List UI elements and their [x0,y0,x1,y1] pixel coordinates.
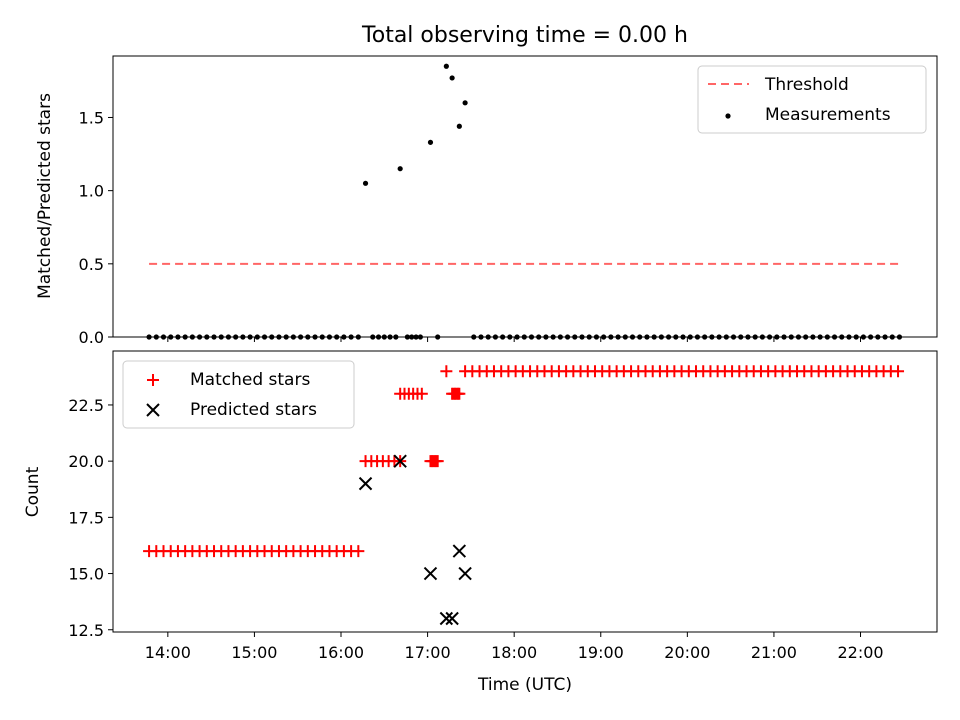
matched-star-marker [453,387,466,400]
legend-measurements-label: Measurements [765,105,891,125]
top-y-axis-label: Matched/Predicted stars [35,93,55,299]
top-y-tick-label: 0.5 [79,255,104,274]
top-legend: Threshold Measurements [697,65,927,134]
x-tick-label: 20:00 [664,643,710,662]
matched-star-marker [431,455,444,468]
top-panel: Total observing time = 0.00 h Matched/Pr… [35,23,938,347]
predicted-star-marker [423,566,438,581]
measurement-point [397,166,403,172]
legend-matched-label: Matched stars [190,370,310,390]
measurement-point [462,100,468,106]
measurement-point [449,75,455,81]
measurement-point [456,123,462,129]
x-tick-label: 16:00 [318,643,364,662]
x-tick-label: 15:00 [231,643,277,662]
predicted-star-marker [458,566,472,581]
top-y-tick-label: 0.0 [79,328,104,347]
legend-measurements-marker [725,113,731,119]
legend-predicted-marker [146,403,160,417]
top-y-tick-label: 1.0 [79,182,104,201]
bottom-axes-frame [112,350,938,633]
bottom-y-tick-label: 22.5 [68,396,104,415]
bottom-y-axis-label: Count [23,466,43,517]
matched-star-marker [352,545,365,558]
predicted-star-marker [358,476,373,491]
x-tick-label: 19:00 [578,643,624,662]
x-tick-label: 18:00 [491,643,537,662]
x-tick-label: 21:00 [751,643,797,662]
matched-star-marker [892,365,905,378]
predicted-star-marker [452,544,467,558]
chart-title: Total observing time = 0.00 h [361,23,688,48]
legend-predicted-label: Predicted stars [190,400,317,420]
bottom-panel: Count Time (UTC) 14:00 15:00 16:00 17:00 18:… [23,350,938,695]
x-tick-label: 17:00 [405,643,451,662]
matched-star-marker [415,387,428,400]
predicted-star-marker [393,454,407,468]
top-legend-box [697,65,927,134]
measurement-point [443,63,449,69]
measurement-point [362,180,369,186]
bottom-legend-box [122,360,355,429]
top-y-tick-label: 1.5 [79,108,104,127]
bottom-y-tick-label: 12.5 [68,621,104,640]
legend-matched-marker [147,374,159,386]
predicted-star-marker [439,611,454,626]
x-axis-label: Time (UTC) [477,675,572,695]
top-axes-frame [112,55,938,338]
measurement-point [427,139,434,145]
matched-star-marker [440,365,453,378]
x-tick-label: 22:00 [837,643,883,662]
bottom-y-tick-label: 15.0 [68,565,104,584]
bottom-plot-area: 14:00 15:00 16:00 17:00 18:00 19:00 20:00 21:00… [68,365,905,662]
predicted-star-marker [445,611,459,626]
bottom-y-tick-label: 17.5 [68,508,104,527]
bottom-y-tick-label: 20.0 [68,452,104,471]
bottom-legend: Matched stars Predicted stars [122,360,355,429]
x-tick-label: 14:00 [145,643,191,662]
legend-threshold-label: Threshold [764,75,849,95]
